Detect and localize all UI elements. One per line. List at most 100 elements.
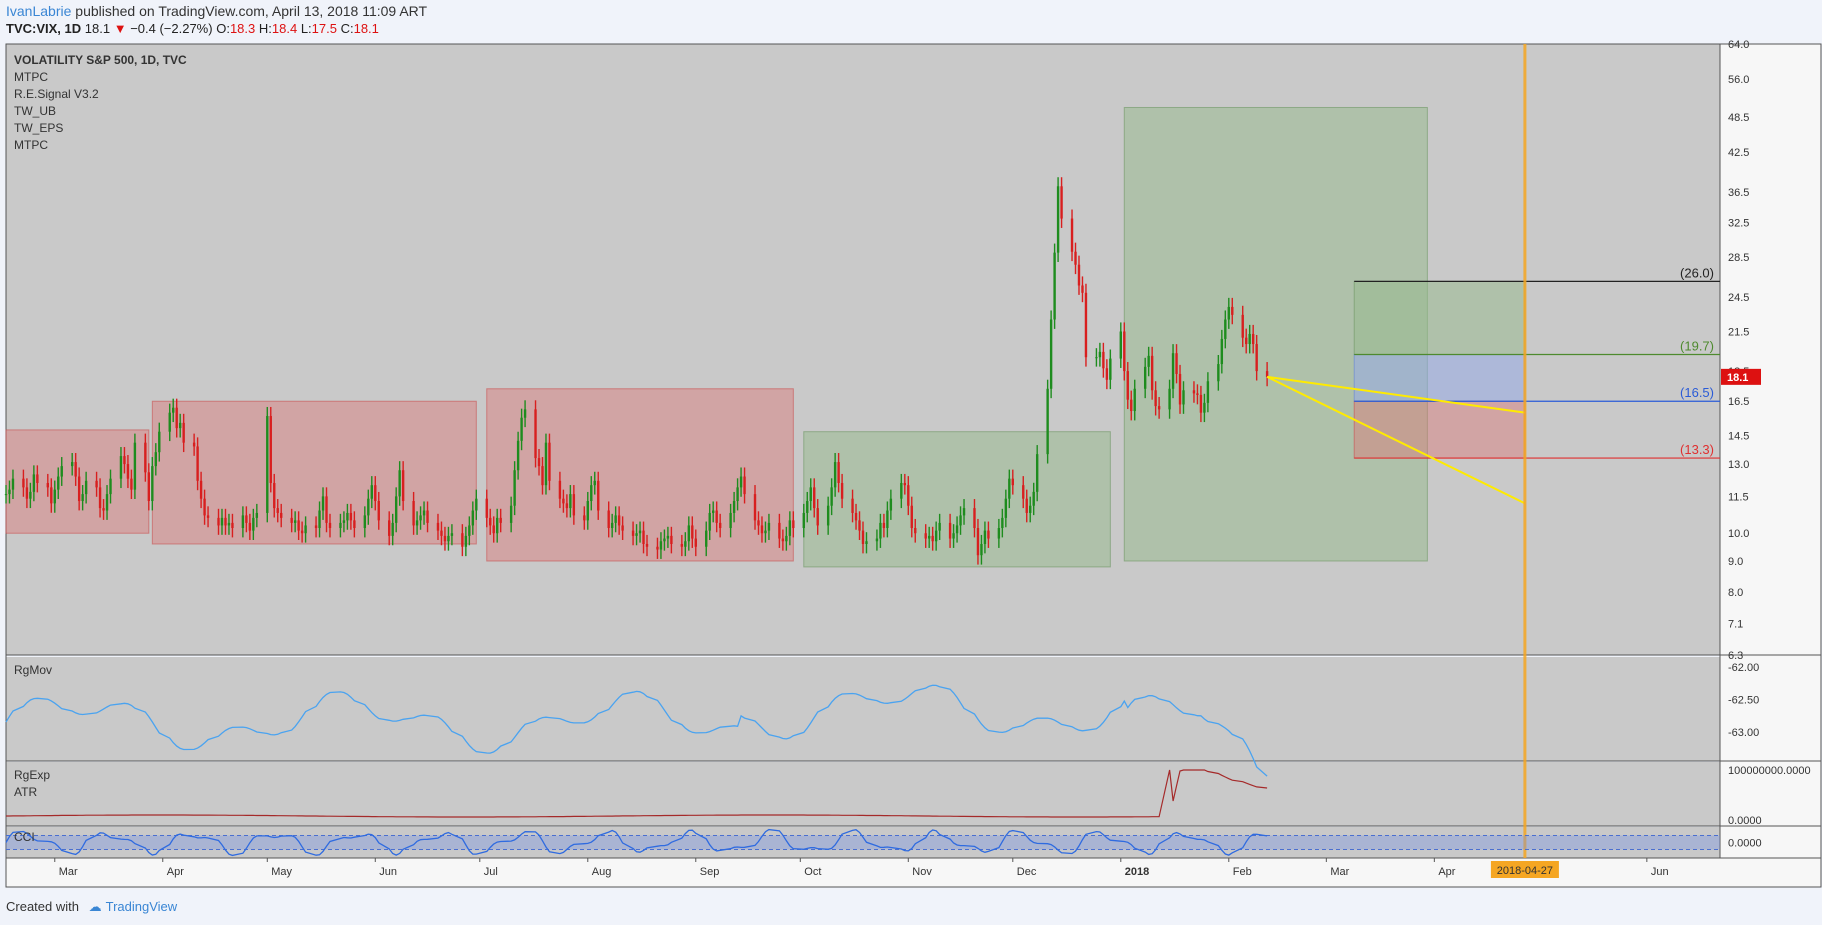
price-tick-label: 11.5: [1728, 491, 1749, 503]
candle-body: [617, 515, 621, 526]
candle-body: [175, 407, 178, 429]
candle-body: [297, 520, 300, 531]
candle-body: [422, 510, 426, 516]
candle-body: [342, 520, 346, 523]
candle-body: [231, 522, 234, 529]
high-label: H:: [258, 21, 272, 36]
candle-body: [837, 462, 840, 483]
candle-body: [537, 458, 541, 467]
candle-body: [1022, 485, 1025, 499]
candle-body: [802, 512, 805, 529]
candle-body: [1056, 186, 1060, 253]
range-box: [1353, 400, 1526, 459]
candle-body: [638, 530, 642, 534]
candle-body: [461, 533, 464, 547]
candle-body: [1251, 333, 1255, 345]
legend-entry: MTPC: [14, 70, 48, 84]
candle-body: [1001, 517, 1004, 529]
candle-body: [903, 482, 907, 486]
candle-body: [46, 482, 50, 488]
x-tick-label: 2018: [1125, 866, 1149, 878]
candle-body: [1147, 355, 1150, 367]
candle-body: [1105, 368, 1109, 380]
candle-body: [879, 522, 882, 539]
candle-body: [248, 522, 252, 531]
candle-body: [562, 498, 565, 504]
candle-body: [900, 482, 903, 499]
candle-body: [718, 522, 722, 529]
open-label: O:: [216, 21, 230, 36]
candle-body: [541, 466, 544, 486]
candle-body: [485, 498, 488, 518]
candle-body: [339, 522, 342, 529]
candle-body: [809, 487, 812, 502]
candle-body: [192, 442, 196, 447]
candle-body: [252, 517, 255, 531]
candle-body: [1081, 285, 1084, 293]
candle-body: [927, 535, 931, 539]
symbol-header: TVC:VIX, 1D 18.1 ▼ −0.4 (−2.27%) O:18.3 …: [6, 21, 379, 36]
tradingview-link[interactable]: TradingView: [105, 899, 178, 914]
candle-body: [154, 452, 158, 467]
candle-body: [119, 456, 123, 479]
candle-body: [227, 522, 231, 526]
candle-body: [158, 431, 161, 453]
candle-body: [1154, 390, 1157, 407]
candle-body: [558, 480, 562, 499]
candle-body: [1025, 498, 1028, 513]
candle-body: [666, 535, 670, 539]
candle-body: [642, 530, 645, 544]
candle-body: [753, 494, 757, 521]
candle-body: [1102, 351, 1105, 369]
author-link[interactable]: IvanLabrie: [6, 3, 72, 19]
candle-body: [785, 535, 788, 542]
candle-body: [694, 538, 697, 547]
candle-body: [1192, 390, 1196, 394]
candle-body: [631, 530, 635, 536]
legend-entry: R.E.Signal V3.2: [14, 87, 99, 101]
candle-body: [886, 510, 889, 529]
candle-body: [74, 462, 77, 477]
candle-body: [182, 422, 185, 443]
candle-body: [952, 533, 955, 539]
candle-body: [645, 543, 649, 547]
candle-body: [861, 530, 865, 544]
candle-body: [610, 522, 614, 529]
candle-body: [973, 508, 976, 529]
candle-body: [1098, 351, 1102, 358]
candle-body: [1126, 371, 1129, 400]
candle-body: [349, 512, 353, 521]
price-tick-label: 42.5: [1728, 147, 1749, 159]
symbol-name[interactable]: TVC:VIX, 1D: [6, 21, 82, 36]
down-arrow-icon: ▼: [113, 21, 127, 36]
x-tick-label: Mar: [59, 866, 78, 878]
candle-body: [53, 489, 56, 504]
candle-body: [440, 530, 443, 536]
candle-body: [597, 480, 600, 511]
price-tick-label: 8.0: [1728, 587, 1743, 599]
x-tick-label: Sep: [700, 866, 720, 878]
candle-body: [983, 530, 987, 544]
candle-body: [325, 496, 328, 523]
candle-body: [280, 512, 283, 518]
candle-body: [924, 533, 927, 539]
candle-body: [659, 541, 663, 550]
projection-arrow: [1266, 375, 1526, 505]
legend-entry: TW_EPS: [14, 121, 63, 135]
candle-body: [959, 515, 962, 526]
candle-body: [84, 480, 88, 495]
tradingview-logo-icon[interactable]: ☁: [88, 899, 102, 914]
candle-body: [370, 485, 373, 499]
candle-body: [792, 520, 795, 529]
candle-body: [607, 510, 610, 529]
candle-body: [687, 525, 691, 542]
candle-body: [475, 498, 478, 511]
price-tick-label: 48.5: [1728, 112, 1749, 124]
candle-body: [489, 517, 492, 526]
candle-body: [1248, 333, 1251, 345]
candle-body: [412, 501, 415, 526]
candle-body: [450, 533, 454, 536]
candle-body: [77, 476, 81, 502]
price-tick-label: 10.0: [1728, 528, 1749, 540]
